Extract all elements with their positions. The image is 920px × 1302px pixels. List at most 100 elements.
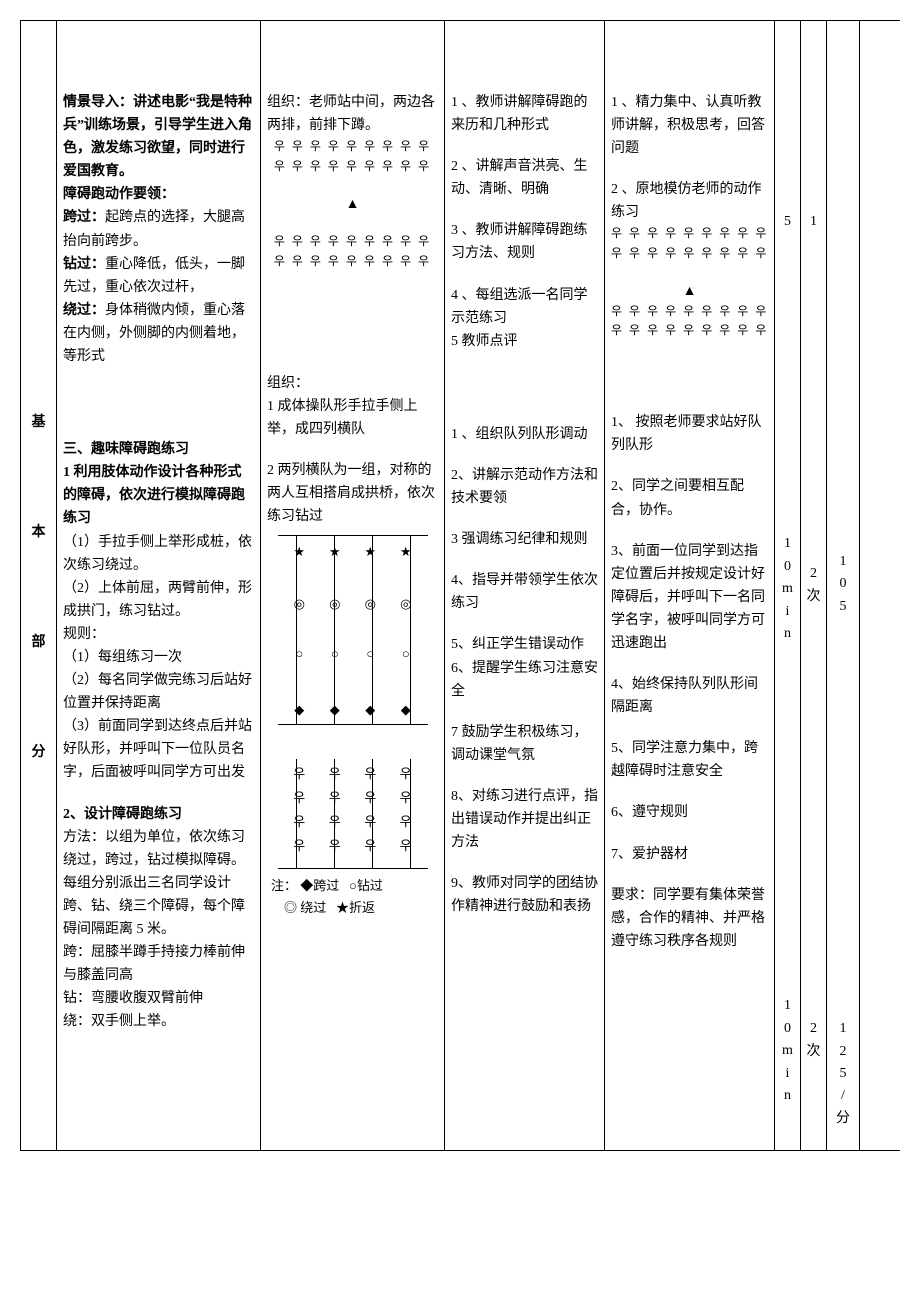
count-val: 2: [810, 1018, 817, 1040]
teacher-item: 6、提醒学生练习注意安全: [451, 657, 598, 703]
diamond-icon: ◆: [294, 699, 304, 720]
time-val: 1: [784, 533, 791, 555]
legend-label: 注：: [271, 878, 297, 893]
rao-d: 绕：双手侧上举。: [63, 1010, 254, 1033]
count-val: 1: [810, 211, 817, 233]
teacher-item: 4、指导并带领学生依次练习: [451, 569, 598, 615]
obstacle-diagram: ★ ★ ★ ★ ◎ ◎ ◎ ◎ ○ ○ ○ ○ ◆ ◆ ◆ ◆: [278, 535, 428, 725]
diamond-icon: ◆: [401, 699, 411, 720]
person-icon: 우: [293, 811, 305, 832]
circle-icon: ○: [331, 643, 339, 664]
sec3-p1: （1）手拉手侧上举形成桩，依次练习绕过。: [63, 531, 254, 577]
teacher-item: 7 鼓励学生积极练习，调动课堂气氛: [451, 721, 598, 767]
time-val: n: [784, 623, 791, 645]
student-item: 5、同学注意力集中，跨越障碍时注意安全: [611, 737, 768, 783]
people-row: 우 우 우 우 우 우 우 우 우: [611, 302, 768, 322]
diagram-star-row: ★ ★ ★ ★: [278, 541, 428, 562]
intro-title: 情景导入：讲述电影“我是特种兵”训练场景，引导学生进入角色，激发练习欲望，同时进…: [63, 91, 254, 183]
diamond-icon: ◆: [365, 699, 375, 720]
teacher-item: 1 、教师讲解障碍跑的来历和几种形式: [451, 91, 598, 137]
time-val: 1: [784, 995, 791, 1017]
ring-icon: ◎: [294, 593, 305, 614]
rules-1: （1）每组练习一次: [63, 646, 254, 669]
student-item: 3、前面一位同学到达指定位置后并按规定设计好障碍后，并呼叫下一名同学名字，被呼叫…: [611, 540, 768, 655]
sec3-p2: （2）上体前屈，两臂前伸，形成拱门，练习钻过。: [63, 577, 254, 623]
zuan-d: 钻：弯腰收腹双臂前伸: [63, 987, 254, 1010]
people-row: 우 우 우 우: [278, 811, 428, 832]
people-row: 우 우 우 우 우 우 우 우 우: [267, 252, 438, 272]
people-row: 우 우 우 우 우 우 우 우 우: [611, 224, 768, 244]
score-val: 5: [840, 1063, 847, 1085]
student-item: 2、同学之间要相互配合，协作。: [611, 475, 768, 521]
person-icon: 우: [364, 763, 376, 784]
circle-icon: ○: [366, 643, 374, 664]
count-2: 2 次: [807, 563, 820, 608]
count-3: 2 次: [807, 1018, 820, 1063]
teacher-item: 3 、教师讲解障碍跑练习方法、规则: [451, 219, 598, 265]
legend-zhe: ★折返: [336, 900, 375, 915]
diamond-icon: ◆: [330, 699, 340, 720]
teacher-item: 3 强调练习纪律和规则: [451, 528, 598, 551]
teacher-item: 5 教师点评: [451, 330, 598, 353]
score-val: 2: [840, 1041, 847, 1063]
zuan-label: 钻过：: [63, 257, 105, 272]
time-val: 0: [784, 1018, 791, 1040]
ring-icon: ◎: [400, 593, 411, 614]
org-item2: 2 两列横队为一组，对称的两人互相搭肩成拱桥，依次练习钻过: [267, 459, 438, 528]
count-val: 次: [807, 1041, 821, 1063]
student-item: 要求：同学要有集体荣誉感，合作的精神、并严格遵守练习秩序各规则: [611, 884, 768, 953]
time-val: i: [786, 601, 790, 623]
phase-char-3: 部: [32, 631, 46, 651]
phase-column: 基 本 部 分: [20, 21, 56, 1150]
score-val: 0: [840, 573, 847, 595]
person-icon: 우: [364, 835, 376, 856]
diagram-circle-row: ○ ○ ○ ○: [278, 643, 428, 664]
score-val: 1: [840, 1018, 847, 1040]
count-val: 次: [807, 586, 821, 608]
people-row: 우 우 우 우: [278, 835, 428, 856]
people-row: 우 우 우 우: [278, 787, 428, 808]
rules-2: （2）每名同学做完练习后站好位置并保持距离: [63, 669, 254, 715]
org-column: 组织：老师站中间，两边各两排，前排下蹲。 우 우 우 우 우 우 우 우 우 우…: [260, 21, 444, 1150]
score-val: 1: [840, 551, 847, 573]
person-icon: 우: [364, 787, 376, 808]
org-line1: 组织：老师站中间，两边各两排，前排下蹲。: [267, 91, 438, 137]
time-2: 1 0 m i n: [781, 533, 794, 645]
score-val: /: [841, 1085, 845, 1107]
phase-char-4: 分: [32, 741, 46, 761]
score-2: 1 0 5: [833, 551, 853, 618]
person-icon: 우: [329, 787, 341, 808]
people-row: 우 우 우 우 우 우 우 우 우: [267, 232, 438, 252]
zuan-block: 钻过：重心降低，低头，一脚先过，重心依次过杆，: [63, 253, 254, 299]
star-icon: ★: [329, 541, 341, 562]
people-row: 우 우 우 우 우 우 우 우 우: [267, 157, 438, 177]
sec3-title: 三、趣味障碍跑练习: [63, 438, 254, 461]
person-icon: 우: [293, 787, 305, 808]
rules-3: （3）前面同学到达终点后并站好队形，并呼叫下一位队员名字，后面被呼叫同学方可出发: [63, 715, 254, 784]
kua-d: 跨：屈膝半蹲手持接力棒前伸与膝盖同高: [63, 941, 254, 987]
teacher-column: 1 、教师讲解障碍跑的来历和几种形式 2 、讲解声音洪亮、生动、清晰、明确 3 …: [444, 21, 604, 1150]
count-val: 2: [810, 563, 817, 585]
score-3: 1 2 5 / 分: [833, 1018, 853, 1130]
student-item: 6、遵守规则: [611, 801, 768, 824]
time-val: m: [782, 578, 793, 600]
rao-label: 绕过：: [63, 303, 105, 318]
student-item: 7、爱护器材: [611, 843, 768, 866]
time-val: 5: [784, 211, 791, 233]
person-icon: 우: [400, 763, 412, 784]
person-icon: 우: [329, 835, 341, 856]
rules-label: 规则：: [63, 623, 254, 646]
time-3: 1 0 m i n: [781, 995, 794, 1107]
score-val: 5: [840, 596, 847, 618]
content-column: 情景导入：讲述电影“我是特种兵”训练场景，引导学生进入角色，激发练习欲望，同时进…: [56, 21, 260, 1150]
legend: 注： ◆跨过 ○钻过 ◎ 绕过 ★折返: [267, 875, 438, 919]
method-text: 方法：以组为单位，依次练习绕过，跨过，钻过模拟障碍。: [63, 826, 254, 872]
rao-block: 绕过：身体稍微内倾，重心落在内侧，外侧脚的内侧着地，等形式: [63, 299, 254, 368]
sec3-sub2-title: 2、设计障碍跑练习: [63, 803, 254, 826]
sec3-sub1-title: 1 利用肢体动作设计各种形式的障碍，依次进行模拟障碍跑练习: [63, 461, 254, 530]
time-val: m: [782, 1040, 793, 1062]
teacher-item: 5、纠正学生错误动作: [451, 633, 598, 656]
student-item: 2 、原地模仿老师的动作练习: [611, 178, 768, 224]
time-val: i: [786, 1063, 790, 1085]
time-val: n: [784, 1085, 791, 1107]
